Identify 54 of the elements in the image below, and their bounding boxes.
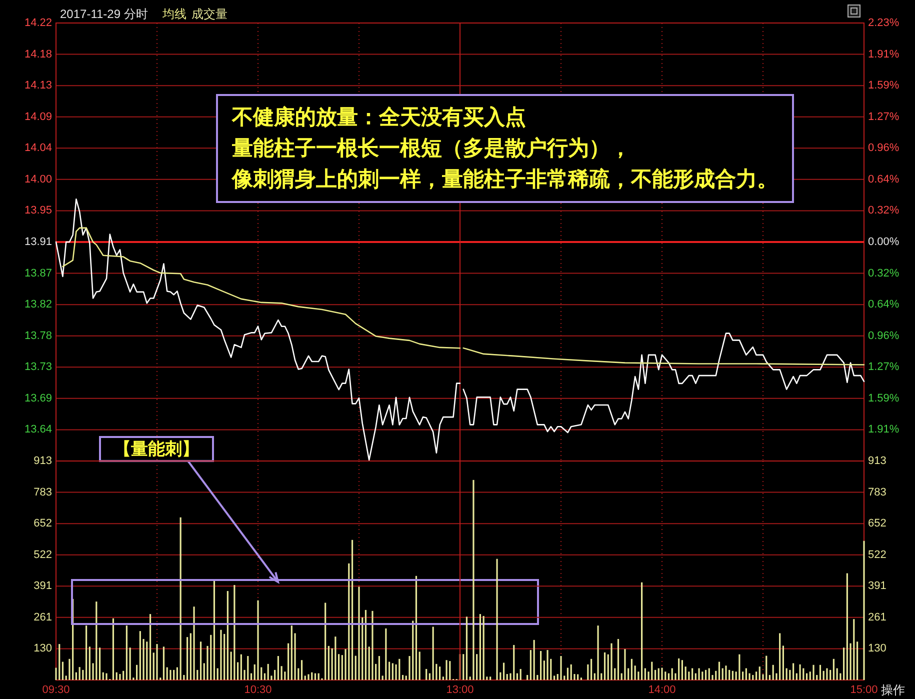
y-tick-label: 130 <box>34 642 52 655</box>
y-tick-label: 1.59% <box>868 80 900 92</box>
y-tick-label: 14.00 <box>24 173 52 186</box>
y-tick-label: 783 <box>34 486 52 498</box>
y-tick-label: 0.32% <box>868 267 900 280</box>
y-tick-label: 14.13 <box>24 80 52 92</box>
y-tick-label: 13.73 <box>24 361 52 374</box>
y-tick-label: 1.27% <box>868 110 900 123</box>
y-tick-label: 913 <box>34 455 52 467</box>
y-tick-label: 13.91 <box>24 236 52 248</box>
y-tick-label: 2.23% <box>868 17 900 29</box>
y-tick-label: 1.91% <box>868 424 900 436</box>
annotation: 不健康的放量：全天没有买入点 <box>231 105 526 129</box>
y-tick-label: 13.82 <box>24 298 52 311</box>
y-tick-label: 522 <box>868 548 886 561</box>
y-tick-label: 0.32% <box>868 204 900 217</box>
y-tick-label: 1.27% <box>868 361 900 374</box>
x-tick-label: 13:00 <box>446 684 474 696</box>
y-tick-label: 261 <box>34 611 52 624</box>
y-tick-label: 1.91% <box>868 48 900 60</box>
y-tick-label: 261 <box>868 611 886 624</box>
text: 操作 <box>881 683 905 697</box>
x-tick-label: 09:30 <box>42 684 70 696</box>
text: 均线 <box>162 7 187 21</box>
y-tick-label: 652 <box>34 518 52 530</box>
y-tick-label: 522 <box>34 548 52 561</box>
y-tick-label: 130 <box>868 642 886 655</box>
x-tick-label: 14:00 <box>648 684 676 696</box>
y-tick-label: 13.69 <box>24 392 52 404</box>
y-tick-label: 652 <box>868 518 886 530</box>
y-tick-label: 0.96% <box>868 142 900 154</box>
y-tick-label: 13.64 <box>24 424 52 436</box>
annotation: 量能柱子一根长一根短（多是散户行为），像刺猬身上的刺一样，量能柱子非常稀疏，不能形成合力。 <box>231 136 778 191</box>
y-tick-label: 14.04 <box>24 142 52 154</box>
y-tick-label: 0.64% <box>868 173 900 186</box>
y-tick-label: 783 <box>868 486 886 498</box>
x-tick-label: 15:00 <box>850 684 878 696</box>
y-tick-label: 391 <box>868 580 886 592</box>
y-tick-label: 14.22 <box>24 17 52 29</box>
y-tick-label: 13.87 <box>24 267 52 280</box>
y-tick-label: 0.00% <box>868 236 900 248</box>
y-tick-label: 13.95 <box>24 204 52 217</box>
y-tick-label: 1.59% <box>868 392 900 404</box>
y-tick-label: 14.18 <box>24 48 52 60</box>
text: 成交量 <box>192 7 228 21</box>
chart-title: 2017-11-29 分时 <box>60 7 148 21</box>
y-tick-label: 13.78 <box>24 330 52 342</box>
x-tick-label: 10:30 <box>244 684 272 696</box>
y-tick-label: 913 <box>868 455 886 467</box>
y-tick-label: 0.96% <box>868 330 900 342</box>
y-tick-label: 14.09 <box>24 110 52 123</box>
y-tick-label: 0.64% <box>868 298 900 311</box>
y-tick-label: 391 <box>34 580 52 592</box>
annotation: 【量能刺】 <box>114 440 199 458</box>
